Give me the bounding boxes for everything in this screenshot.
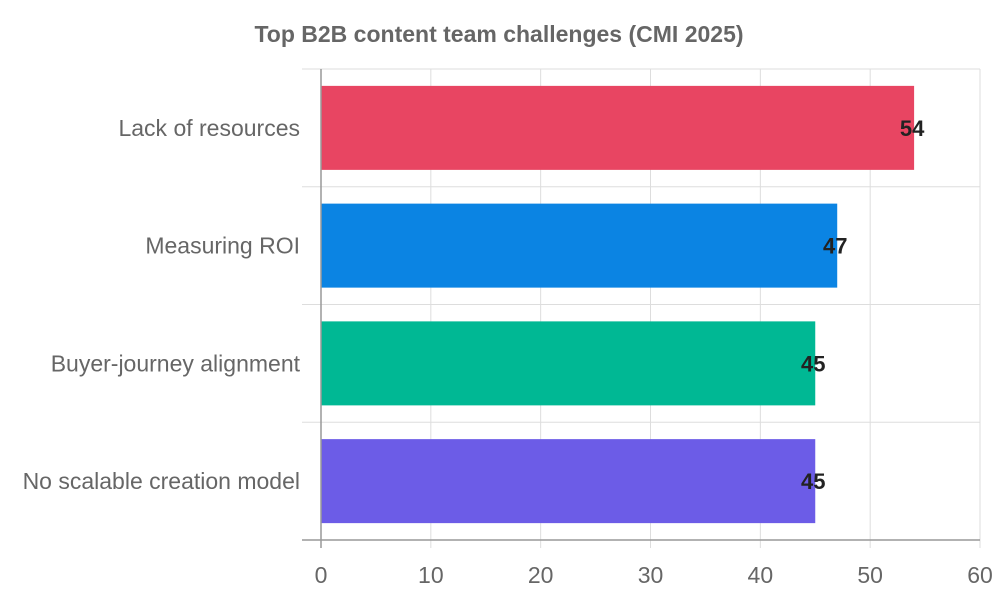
x-tick-label-60: 60 bbox=[967, 562, 993, 588]
bar-1 bbox=[321, 203, 838, 288]
x-tick-label-20: 20 bbox=[528, 562, 554, 588]
labels-layer: Lack of resources 54 Measuring ROI 47 Buyer-… bbox=[23, 115, 926, 494]
x-tick-label-30: 30 bbox=[638, 562, 664, 588]
category-label-1: Measuring ROI bbox=[145, 233, 300, 259]
x-tick-label-40: 40 bbox=[748, 562, 774, 588]
axis-layer: 0 10 20 30 40 50 60 bbox=[302, 69, 993, 588]
x-tick-label-50: 50 bbox=[857, 562, 883, 588]
bar-0 bbox=[321, 85, 915, 170]
category-label-2: Buyer-journey alignment bbox=[51, 350, 301, 376]
value-label-0: 54 bbox=[900, 116, 925, 141]
x-tick-label-10: 10 bbox=[418, 562, 444, 588]
chart-title: Top B2B content team challenges (CMI 202… bbox=[254, 21, 743, 47]
bars-layer bbox=[321, 85, 915, 524]
value-label-1: 47 bbox=[823, 234, 847, 259]
x-tick-label-0: 0 bbox=[315, 562, 328, 588]
value-label-2: 45 bbox=[801, 351, 825, 376]
category-label-0: Lack of resources bbox=[118, 115, 300, 141]
category-label-3: No scalable creation model bbox=[23, 468, 300, 494]
bar-3 bbox=[321, 439, 816, 524]
value-label-3: 45 bbox=[801, 469, 825, 494]
bar-2 bbox=[321, 321, 816, 406]
